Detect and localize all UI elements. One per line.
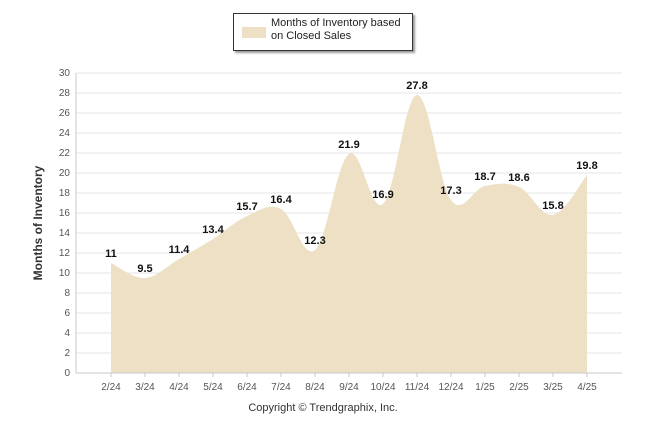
y-tick-label-12: 24: [59, 128, 71, 139]
x-tick-label-3: 5/24: [203, 382, 223, 393]
legend: Months of Inventory based on Closed Sale…: [233, 13, 413, 51]
y-axis-label: Months of Inventory: [31, 165, 45, 280]
x-tick-label-0: 2/24: [101, 382, 121, 393]
x-tick-label-1: 3/24: [135, 382, 155, 393]
data-label-13: 15.8: [542, 200, 563, 212]
y-tick-label-2: 4: [64, 328, 70, 339]
area-series: [111, 94, 587, 374]
data-label-7: 21.9: [338, 139, 359, 151]
x-tick-label-2: 4/24: [169, 382, 189, 393]
x-tick-label-7: 9/24: [339, 382, 359, 393]
y-tick-label-7: 14: [59, 228, 71, 239]
axes: [75, 73, 622, 377]
data-label-5: 16.4: [270, 194, 292, 206]
data-label-0: 11: [105, 248, 117, 260]
data-label-2: 11.4: [169, 244, 191, 256]
y-tick-label-8: 16: [59, 208, 71, 219]
y-tick-label-6: 12: [59, 248, 71, 259]
data-label-8: 16.9: [372, 189, 393, 201]
y-tick-label-4: 8: [64, 288, 70, 299]
data-label-14: 19.8: [576, 160, 597, 172]
y-tick-label-3: 6: [64, 308, 70, 319]
y-tick-label-14: 28: [59, 88, 71, 99]
area-series-fill: [111, 94, 587, 374]
x-tick-label-12: 2/25: [509, 382, 529, 393]
data-label-6: 12.3: [304, 235, 325, 247]
x-tick-label-11: 1/25: [475, 382, 495, 393]
legend-label: Months of Inventory based on Closed Sale…: [271, 17, 401, 42]
data-label-1: 9.5: [137, 263, 152, 275]
y-tick-label-11: 22: [59, 148, 71, 159]
data-label-3: 13.4: [202, 224, 224, 236]
y-tick-label-9: 18: [59, 188, 71, 199]
x-tick-label-13: 3/25: [543, 382, 563, 393]
x-tick-label-9: 11/24: [405, 382, 430, 393]
x-tick-label-8: 10/24: [370, 382, 395, 393]
y-tick-label-10: 20: [59, 168, 71, 179]
data-label-9: 27.8: [406, 80, 427, 92]
y-tick-label-1: 2: [64, 348, 70, 359]
y-tick-label-15: 30: [59, 68, 71, 79]
y-tick-label-0: 0: [64, 368, 70, 379]
x-tick-label-4: 6/24: [237, 382, 257, 393]
data-label-11: 18.7: [474, 171, 495, 183]
data-label-10: 17.3: [440, 185, 461, 197]
data-label-4: 15.7: [236, 201, 257, 213]
y-tick-label-5: 10: [59, 268, 71, 279]
x-tick-label-14: 4/25: [577, 382, 597, 393]
data-label-12: 18.6: [508, 172, 529, 184]
y-tick-label-13: 26: [59, 108, 71, 119]
x-tick-labels: 2/24 3/24 4/24 5/24 6/24 7/24 8/24 9/24 10/24 11/…: [101, 382, 597, 393]
legend-swatch: [242, 27, 266, 38]
x-tick-label-6: 8/24: [305, 382, 325, 393]
x-tick-label-5: 7/24: [271, 382, 291, 393]
data-labels: 11 9.5 11.4 13.4 15.7 16.4 12.3 21.9 16.9 27.8 17.…: [105, 80, 598, 275]
copyright-text: Copyright © Trendgraphix, Inc.: [248, 402, 398, 414]
x-tick-label-10: 12/24: [438, 382, 463, 393]
